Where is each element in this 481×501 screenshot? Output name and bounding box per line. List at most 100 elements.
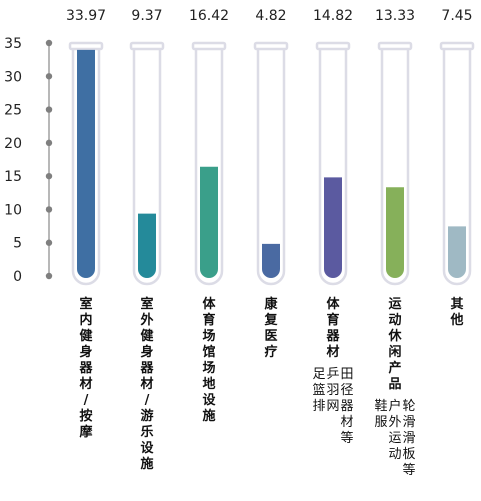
category-label-char: 施 [202, 408, 215, 424]
tube-outline [442, 48, 472, 286]
tube-lip [129, 41, 165, 51]
category-label-char: 场 [202, 329, 215, 344]
category-sublabel-char: 篮 [312, 383, 325, 398]
category-sublabel-char: 器 [340, 399, 353, 414]
tube-lip [68, 41, 104, 51]
bar-fill [262, 243, 280, 278]
y-tick-dot [45, 39, 53, 47]
category-label-char: 器 [325, 329, 340, 344]
bar-fill [448, 226, 466, 278]
category-sublabel-char: 轮 [402, 399, 415, 414]
tube-lip [439, 41, 475, 51]
category-label-char: 室 [79, 296, 92, 312]
category-label-char: 康 [264, 296, 278, 312]
value-label: 9.37 [131, 8, 162, 24]
category-label-char: 游 [140, 408, 153, 424]
bar-fill [200, 166, 218, 278]
category-sublabel-char: 乒 [326, 367, 339, 382]
category-sublabel-char: 户 [388, 398, 401, 414]
category-label-char: 身 [79, 344, 92, 360]
value-label: 14.82 [313, 8, 353, 24]
category-sublabel-char: 板 [402, 447, 415, 462]
bar-fill [77, 49, 95, 278]
category-sublabel-char: 滑 [402, 431, 415, 446]
category-sublabel-char: 滑 [402, 415, 415, 430]
y-tick-dot [45, 106, 53, 113]
category-label-char: 施 [140, 456, 153, 472]
category-label-char: 产 [388, 360, 401, 376]
y-tick-label: 0 [13, 269, 22, 285]
category-label-char: 品 [388, 377, 401, 392]
tube-lip [253, 41, 289, 51]
category-label-char: / [145, 393, 150, 408]
category-label-char: 材 [326, 344, 339, 360]
category-sublabel-char: 田 [340, 367, 353, 382]
category-sublabel-char: 等 [340, 430, 353, 446]
category-label-char: 外 [139, 312, 153, 328]
tube-outline [256, 48, 286, 286]
category-label-char: 动 [388, 313, 401, 328]
category-sublabel-char: 材 [340, 415, 353, 430]
category-sublabel-char: 运 [388, 431, 401, 446]
category-sublabel-char: 足 [312, 367, 325, 382]
category-label-char: 设 [140, 441, 154, 456]
y-tick-label: 30 [4, 69, 22, 85]
category-label-char: 材 [79, 376, 92, 392]
y-tick-dot [45, 73, 53, 80]
tube-lip [377, 41, 413, 51]
tube-lip [315, 41, 351, 51]
category-label-char: 乐 [140, 424, 153, 440]
category-label-char: 地 [202, 376, 215, 392]
y-tick-dot [45, 206, 53, 213]
category-label-char: 闲 [388, 345, 401, 360]
category-label-char: 场 [202, 361, 215, 376]
category-label-char: 运 [388, 297, 401, 312]
y-tick-label: 20 [4, 136, 22, 152]
y-tick-label: 5 [13, 236, 22, 252]
category-sublabel-char: 径 [340, 383, 353, 398]
category-label-char: 体 [326, 296, 340, 312]
category-label-char: 材 [140, 376, 153, 392]
category-sublabel-char: 服 [374, 415, 387, 430]
category-sublabel-char: 羽 [326, 383, 339, 398]
category-label-char: 设 [202, 393, 216, 408]
category-label-char: 健 [140, 328, 153, 344]
value-label: 16.42 [189, 8, 229, 24]
category-label-char: 休 [387, 328, 402, 344]
bar-fill [324, 177, 342, 278]
value-label: 4.82 [255, 8, 286, 24]
category-label-char: 内 [79, 312, 92, 328]
category-label-char: 健 [79, 328, 92, 344]
y-tick-label: 15 [4, 169, 22, 185]
category-label-char: / [84, 393, 89, 408]
y-tick-label: 35 [4, 36, 22, 52]
category-label-char: 摩 [79, 424, 93, 440]
y-tick-dot [45, 239, 53, 246]
category-label-char: 室 [140, 296, 153, 312]
category-label-char: 医 [264, 329, 277, 344]
value-label: 33.97 [66, 8, 106, 24]
bar-fill [386, 187, 404, 278]
category-sublabel-char: 等 [402, 462, 415, 478]
tube-lip [191, 41, 227, 51]
category-label-char: 体 [202, 296, 216, 312]
category-sublabel-char: 鞋 [374, 398, 387, 414]
category-label-char: 器 [78, 361, 93, 376]
category-label-char: 复 [263, 312, 278, 328]
category-sublabel-char: 网 [326, 399, 339, 414]
y-tick-dot [45, 139, 53, 147]
value-label: 13.33 [375, 8, 415, 24]
y-tick-dot [45, 172, 53, 180]
category-sublabel-char: 动 [388, 447, 401, 462]
category-sublabel-char: 排 [312, 399, 325, 414]
value-label: 7.45 [441, 8, 472, 24]
category-label-char: 其 [450, 296, 463, 312]
category-label-char: 器 [139, 361, 154, 376]
category-label-char: 馆 [202, 344, 215, 360]
category-label-char: 育 [326, 312, 339, 328]
category-label-char: 按 [79, 408, 92, 424]
y-tick-label: 25 [4, 103, 22, 119]
bar-fill [138, 213, 156, 278]
